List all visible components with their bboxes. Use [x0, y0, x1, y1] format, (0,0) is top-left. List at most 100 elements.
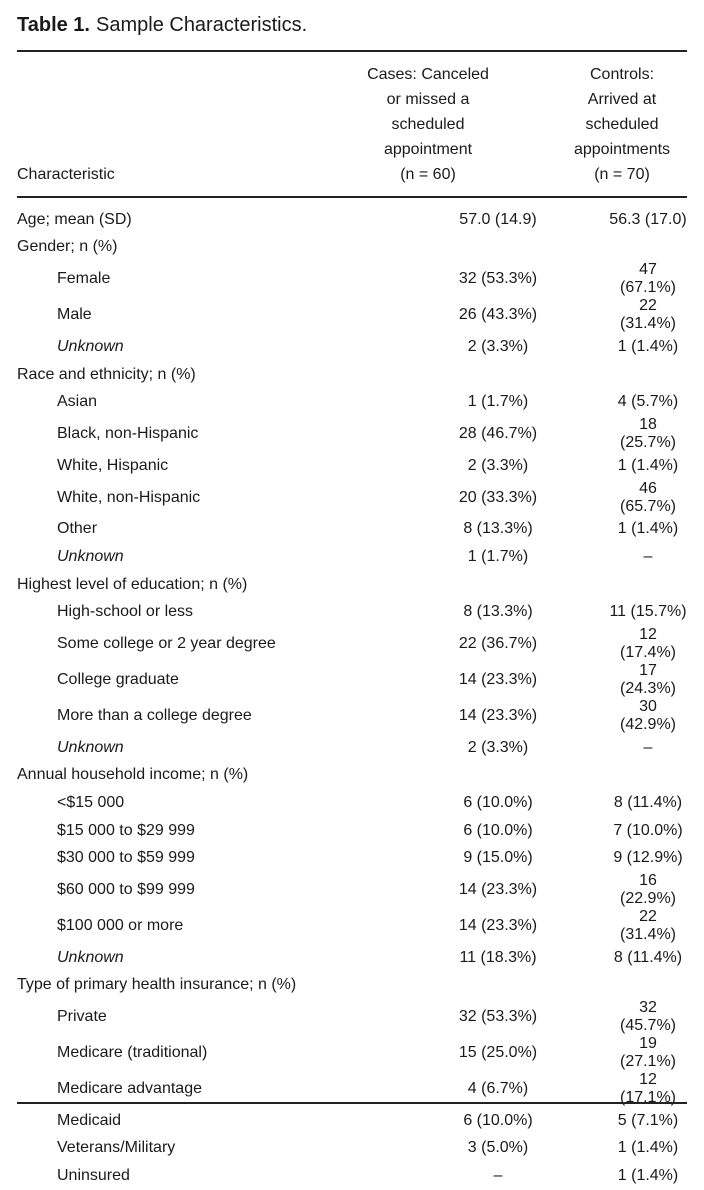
- controls-value: [609, 234, 687, 262]
- table-row: $60 000 to $99 999 14 (23.3%) 16 (22.9%): [17, 872, 687, 908]
- controls-value: 18 (25.7%): [619, 415, 677, 451]
- controls-value: 1 (1.4%): [617, 337, 679, 355]
- row-label: Veterans/Military: [57, 1139, 176, 1157]
- controls-value: [609, 762, 687, 790]
- controls-value: 7 (10.0%): [613, 821, 683, 839]
- cases-value: 14 (23.3%): [458, 916, 538, 934]
- controls-value: 4 (5.7%): [617, 393, 679, 411]
- row-label: $100 000 or more: [57, 916, 184, 934]
- table-section-row: Annual household income; n (%): [17, 762, 687, 790]
- table-row: <$15 000 6 (10.0%) 8 (11.4%): [17, 789, 687, 817]
- table-row: Other 8 (13.3%) 1 (1.4%): [17, 516, 687, 544]
- cases-value: 8 (13.3%): [463, 520, 533, 538]
- cases-value: 14 (23.3%): [458, 670, 538, 688]
- cases-value: [387, 234, 609, 262]
- cases-value: 11 (18.3%): [459, 948, 537, 966]
- row-label: $15 000 to $29 999: [57, 821, 195, 839]
- cases-value: 1 (1.7%): [467, 547, 529, 565]
- row-label: White, Hispanic: [57, 456, 169, 474]
- cases-value: 2 (3.3%): [467, 456, 529, 474]
- controls-value: 9 (12.9%): [613, 849, 683, 867]
- header-line: (n = 70): [594, 166, 650, 183]
- cases-value: [387, 762, 609, 790]
- row-label: Medicare advantage: [57, 1080, 202, 1098]
- table-row: Private 32 (53.3%) 32 (45.7%): [17, 999, 687, 1035]
- row-label: Unknown: [57, 547, 124, 565]
- table-section-row: Highest level of education; n (%): [17, 571, 687, 599]
- table-section-row: Gender; n (%): [17, 234, 687, 262]
- row-label: Other: [57, 520, 98, 538]
- characteristics-table: Age; mean (SD) 57.0 (14.9) 56.3 (17.0) Gend…: [17, 206, 687, 1190]
- row-label: Female: [57, 270, 111, 288]
- table-row: Female 32 (53.3%) 47 (67.1%): [17, 261, 687, 297]
- header-line: Arrived at: [587, 91, 657, 108]
- header-characteristic: Characteristic: [17, 166, 115, 183]
- cases-value: 1 (1.7%): [467, 393, 529, 411]
- table-row: Asian 1 (1.7%) 4 (5.7%): [17, 388, 687, 416]
- header-line: Cases: Canceled: [367, 66, 489, 83]
- table-title: Sample Characteristics.: [96, 14, 308, 36]
- cases-value: 6 (10.0%): [463, 793, 533, 811]
- cases-value: 15 (25.0%): [458, 1044, 538, 1062]
- table-row: White, Hispanic 2 (3.3%) 1 (1.4%): [17, 452, 687, 480]
- cases-value: 8 (13.3%): [463, 603, 533, 621]
- cases-value: 6 (10.0%): [463, 821, 533, 839]
- header-line: Controls:: [589, 66, 655, 83]
- row-label: $60 000 to $99 999: [57, 880, 195, 898]
- table-caption: Table 1. Sample Characteristics.: [17, 14, 307, 37]
- row-label: $30 000 to $59 999: [57, 849, 195, 867]
- cases-value: 32 (53.3%): [458, 270, 538, 288]
- controls-value: 1 (1.4%): [617, 456, 679, 474]
- table-row: Unknown 1 (1.7%) –: [17, 543, 687, 571]
- controls-value: 22 (31.4%): [619, 297, 677, 333]
- table-number: Table 1.: [17, 14, 90, 36]
- table-row: $30 000 to $59 999 9 (15.0%) 9 (12.9%): [17, 844, 687, 872]
- row-label: Black, non-Hispanic: [57, 424, 199, 442]
- table-row: White, non-Hispanic 20 (33.3%) 46 (65.7%): [17, 480, 687, 516]
- controls-value: 19 (27.1%): [619, 1035, 677, 1071]
- controls-value: 46 (65.7%): [619, 479, 677, 515]
- controls-value: 1 (1.4%): [617, 1139, 679, 1157]
- controls-value: 11 (15.7%): [609, 603, 687, 621]
- row-label: Type of primary health insurance; n (%): [17, 976, 297, 994]
- header-line: (n = 60): [400, 166, 456, 183]
- cases-value: 32 (53.3%): [458, 1008, 538, 1026]
- cases-value: 14 (23.3%): [458, 880, 538, 898]
- controls-value: 56.3 (17.0): [609, 210, 687, 228]
- controls-value: 1 (1.4%): [617, 520, 679, 538]
- controls-value: 16 (22.9%): [619, 871, 677, 907]
- cases-value: 9 (15.0%): [463, 849, 533, 867]
- row-label: Uninsured: [57, 1167, 130, 1185]
- table-row: College graduate 14 (23.3%) 17 (24.3%): [17, 662, 687, 698]
- row-label: White, non-Hispanic: [57, 488, 201, 506]
- cases-value: [387, 972, 609, 1000]
- cases-value: 3 (5.0%): [467, 1139, 529, 1157]
- top-rule: [17, 50, 687, 52]
- header-line: scheduled: [585, 116, 659, 133]
- cases-value: –: [493, 1167, 503, 1185]
- controls-value: 8 (11.4%): [613, 793, 683, 811]
- controls-value: 12 (17.4%): [619, 625, 677, 661]
- row-label: Unknown: [57, 337, 124, 355]
- controls-value: 30 (42.9%): [619, 697, 677, 733]
- header-line: appointments: [573, 141, 671, 158]
- row-label: Gender; n (%): [17, 238, 118, 256]
- controls-value: 22 (31.4%): [619, 907, 677, 943]
- header-line: appointment: [383, 141, 473, 158]
- cases-value: 22 (36.7%): [458, 634, 538, 652]
- row-label: Age; mean (SD): [17, 210, 132, 228]
- table-row: Unknown 2 (3.3%) 1 (1.4%): [17, 333, 687, 361]
- table-row: Unknown 11 (18.3%) 8 (11.4%): [17, 944, 687, 972]
- row-label: Private: [57, 1008, 107, 1026]
- table-section-row: Race and ethnicity; n (%): [17, 361, 687, 389]
- row-label: College graduate: [57, 670, 179, 688]
- cases-value: 57.0 (14.9): [459, 210, 537, 228]
- cases-value: 4 (6.7%): [467, 1080, 529, 1098]
- bottom-rule: [17, 1102, 687, 1104]
- row-label: Some college or 2 year degree: [57, 634, 276, 652]
- row-label: Medicare (traditional): [57, 1044, 208, 1062]
- table-section-row: Age; mean (SD) 57.0 (14.9) 56.3 (17.0): [17, 206, 687, 234]
- header-line: or missed a: [386, 91, 470, 108]
- row-label: Annual household income; n (%): [17, 766, 249, 784]
- table-row: $15 000 to $29 999 6 (10.0%) 7 (10.0%): [17, 817, 687, 845]
